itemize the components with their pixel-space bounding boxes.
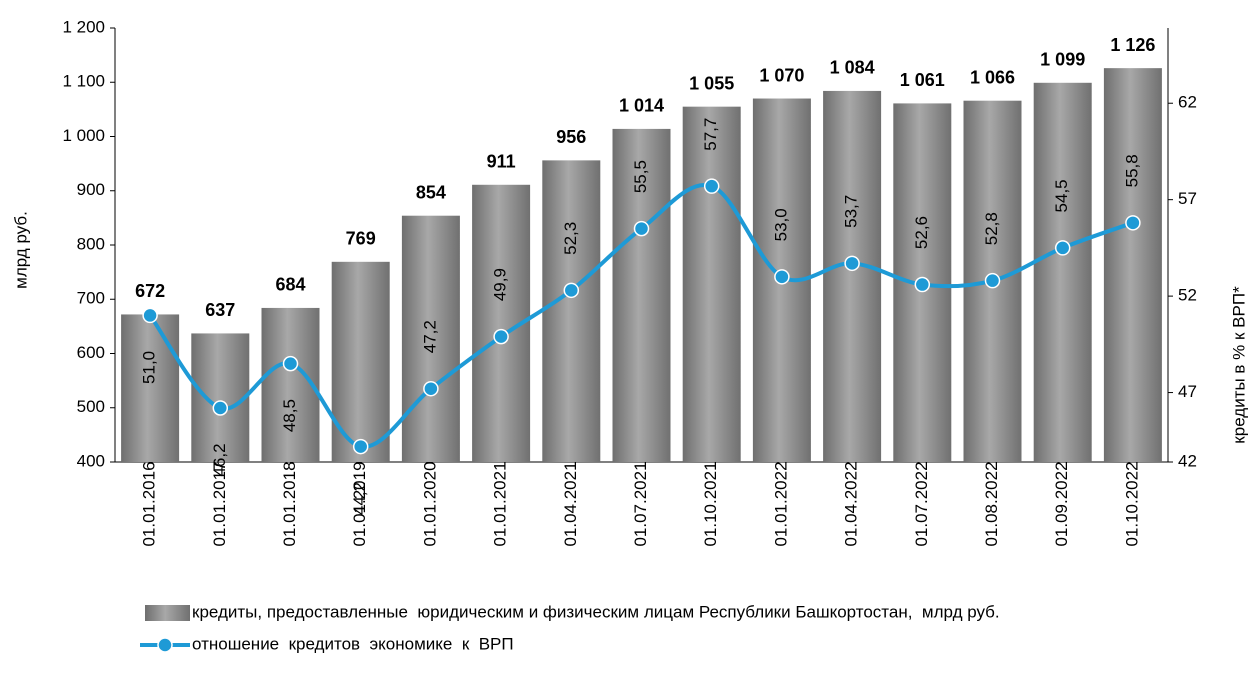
x-tick-label: 01.07.2021 [631, 461, 650, 546]
bar [121, 314, 180, 462]
bar [401, 215, 460, 462]
bar [1033, 82, 1092, 462]
x-tick-label: 01.08.2022 [982, 461, 1001, 546]
line-point [984, 272, 1001, 289]
x-tick-label: 01.01.2020 [420, 461, 439, 546]
y-tick-label: 600 [77, 343, 105, 362]
line-value-label: 47,2 [420, 320, 439, 353]
bar-value-label: 854 [416, 182, 446, 202]
line-value-label: 52,6 [912, 216, 931, 249]
y-tick-label: 700 [77, 289, 105, 308]
bar-value-label: 1 070 [759, 65, 804, 85]
line-point [703, 178, 720, 194]
legend-swatch [145, 605, 190, 621]
bar-value-label: 1 084 [830, 58, 875, 78]
x-tick-label: 01.01.2017 [210, 461, 229, 546]
x-tick-label: 01.09.2022 [1052, 461, 1071, 546]
line-value-label: 49,9 [491, 268, 510, 301]
line-value-label: 46,2 [210, 443, 229, 476]
bar-value-label: 684 [275, 275, 305, 295]
line-value-label: 57,7 [701, 118, 720, 151]
y2-tick-label: 42 [1178, 451, 1197, 470]
bar [542, 160, 601, 462]
line-point [633, 220, 650, 237]
bar-value-label: 1 126 [1110, 35, 1155, 55]
x-tick-label: 01.04.2022 [842, 461, 861, 546]
bar-value-label: 1 099 [1040, 50, 1085, 70]
line-point [774, 269, 790, 285]
line-point [212, 400, 229, 416]
x-tick-label: 01.01.2018 [280, 461, 299, 546]
line-value-label: 55,8 [1122, 154, 1141, 187]
line-point [844, 255, 860, 272]
line-point [423, 380, 439, 397]
x-tick-label: 01.01.2022 [771, 461, 790, 546]
bar-value-label: 1 055 [689, 73, 734, 93]
line-point [282, 355, 299, 372]
y-tick-label: 900 [77, 180, 105, 199]
bar [823, 90, 882, 463]
bar-value-label: 911 [487, 152, 516, 172]
bar [682, 106, 741, 462]
y-tick-label: 1 200 [62, 17, 105, 36]
line-value-label: 48,5 [280, 399, 299, 432]
bar [191, 333, 250, 462]
y-tick-label: 400 [77, 451, 105, 470]
bar [261, 307, 320, 462]
line-point [352, 438, 369, 455]
y2-tick-label: 62 [1178, 93, 1197, 112]
x-tick-label: 01.01.2021 [491, 461, 510, 546]
x-tick-label: 01.10.2022 [1122, 461, 1141, 546]
legend-label: отношение кредитов экономике к ВРП [192, 634, 514, 653]
y2-tick-label: 57 [1178, 189, 1197, 208]
y2-axis-label: кредиты в % к ВРП* [1229, 286, 1248, 444]
line-point [493, 328, 509, 345]
line-value-label: 52,8 [982, 212, 1001, 245]
y-axis-label: млрд руб. [11, 211, 30, 289]
line-point [563, 282, 580, 299]
y2-tick-label: 52 [1178, 286, 1197, 305]
bar-value-label: 1 061 [900, 70, 945, 90]
x-tick-label: 01.10.2021 [701, 461, 720, 546]
line-value-label: 52,3 [561, 222, 580, 255]
line-value-label: 51,0 [140, 351, 159, 384]
bar [612, 128, 671, 462]
line-value-label: 55,5 [631, 160, 650, 193]
line-value-label: 53,7 [842, 195, 861, 228]
line-point [1125, 215, 1141, 231]
x-tick-label: 01.01.2016 [140, 461, 159, 546]
bar-value-label: 769 [346, 229, 376, 249]
legend-swatch-marker [157, 637, 173, 653]
bar-value-label: 956 [556, 127, 586, 147]
y-tick-label: 800 [77, 234, 105, 253]
line-point [1054, 240, 1071, 256]
x-tick-label: 01.04.2021 [561, 461, 580, 546]
y-tick-label: 1 000 [62, 126, 105, 145]
bar-value-label: 1 014 [619, 96, 664, 116]
line-point [142, 307, 158, 324]
bar-value-label: 1 066 [970, 67, 1015, 87]
x-tick-label: 01.01.2019 [350, 461, 369, 546]
x-tick-label: 01.07.2022 [912, 461, 931, 546]
line-value-label: 44,2 [350, 482, 369, 515]
bar-value-label: 672 [135, 281, 165, 301]
legend-label: кредиты, предоставленные юридическим и ф… [192, 602, 1000, 621]
y2-tick-label: 47 [1178, 382, 1197, 401]
line-value-label: 54,5 [1052, 179, 1071, 212]
line-point [914, 276, 931, 293]
line-value-label: 53,0 [771, 208, 790, 241]
bar-value-label: 637 [205, 300, 235, 320]
y-tick-label: 1 100 [62, 72, 105, 91]
bar [1103, 68, 1162, 463]
y-tick-label: 500 [77, 397, 105, 416]
